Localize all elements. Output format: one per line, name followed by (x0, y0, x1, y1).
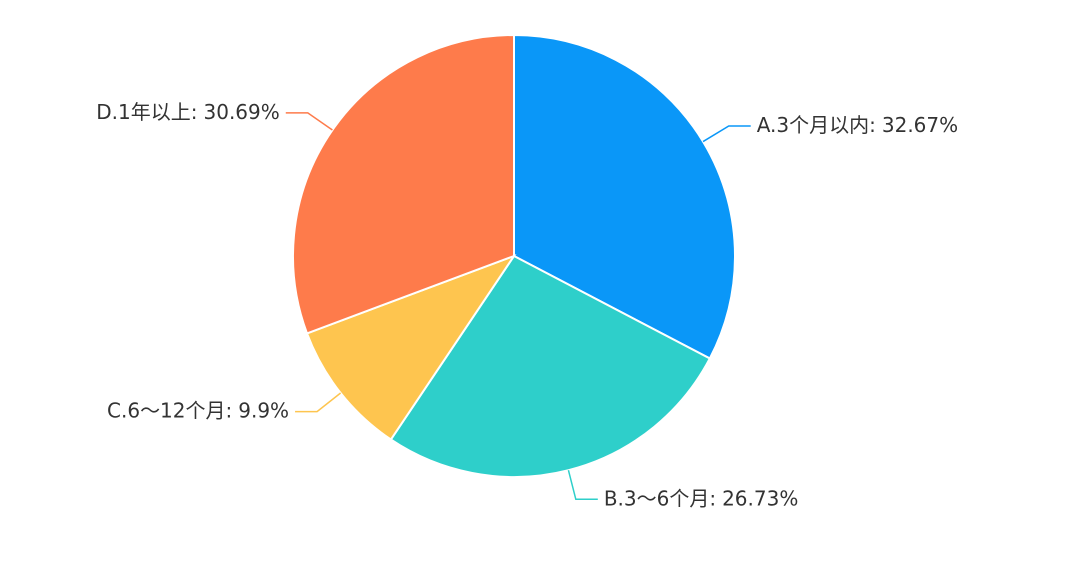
value-label: 32.67% (882, 113, 958, 137)
category-label: D.1年以上: (96, 99, 197, 123)
slice-label: B.3～6个月: 26.73% (604, 486, 799, 510)
pie-slice (513, 33, 736, 360)
value-label: 26.73% (722, 486, 798, 510)
pie-slice (292, 33, 515, 335)
leader-line (702, 125, 751, 143)
leader-line (285, 112, 333, 131)
slice-label: A.3个月以内: 32.67% (757, 113, 958, 137)
leader-line (295, 392, 342, 413)
value-label: 30.69% (204, 99, 280, 123)
category-label: C.6～12个月: (107, 398, 232, 422)
slice-label: C.6～12个月: 9.9% (107, 398, 289, 422)
value-label: 9.9% (238, 398, 289, 422)
slice-label: D.1年以上: 30.69% (96, 99, 280, 123)
category-label: B.3～6个月: (604, 486, 716, 510)
leader-line (567, 470, 598, 501)
category-label: A.3个月以内: (757, 113, 876, 137)
